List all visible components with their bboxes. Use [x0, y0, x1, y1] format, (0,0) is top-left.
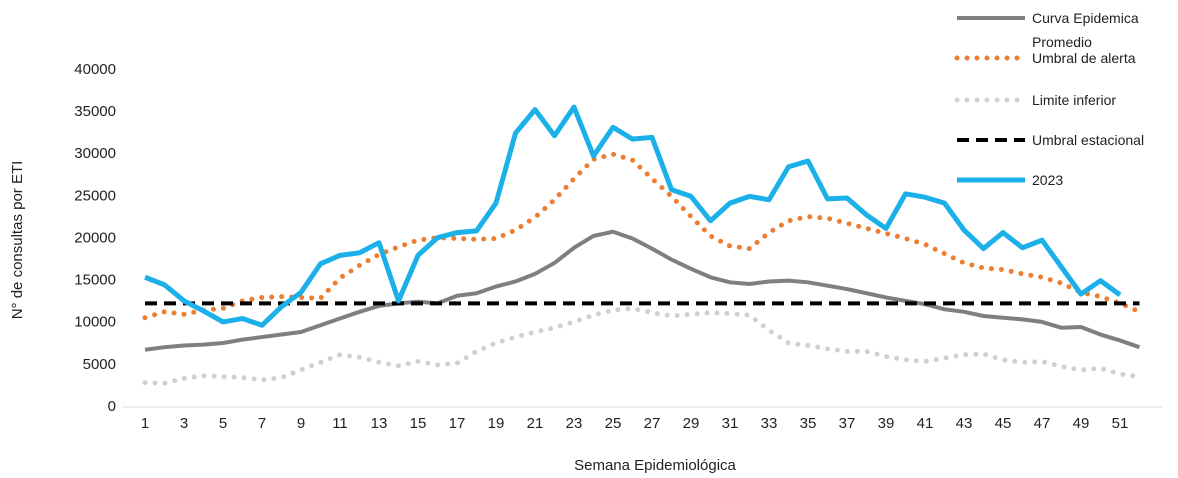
x-tick-label: 25	[605, 415, 622, 432]
x-tick-label: 19	[488, 415, 505, 432]
x-axis-label: Semana Epidemiológica	[574, 457, 736, 474]
x-tick-label: 3	[180, 415, 188, 432]
x-tick-label: 37	[839, 415, 856, 432]
x-tick-label: 45	[995, 415, 1012, 432]
x-tick-label: 39	[878, 415, 895, 432]
x-tick-label: 33	[761, 415, 778, 432]
x-tick-label: 31	[722, 415, 739, 432]
y-tick-label: 0	[108, 398, 116, 415]
x-tick-label: 15	[410, 415, 427, 432]
legend-label: Limite inferior	[1032, 92, 1117, 108]
x-tick-label: 51	[1112, 415, 1129, 432]
x-tick-label: 47	[1034, 415, 1051, 432]
legend-label: Umbral estacional	[1032, 132, 1145, 148]
series-line	[142, 305, 1142, 386]
x-tick-label: 17	[449, 415, 466, 432]
legend-label: Umbral de alerta	[1032, 50, 1136, 66]
x-tick-label: 1	[141, 415, 149, 432]
x-tick-label: 11	[332, 415, 348, 432]
series-line	[144, 229, 1141, 352]
y-axis-label: N° de consultas por ETI	[9, 161, 26, 320]
x-tick-label: 41	[917, 415, 934, 432]
y-tick-label: 5000	[83, 356, 116, 373]
x-tick-label: 23	[566, 415, 583, 432]
y-tick-label: 40000	[74, 61, 116, 78]
x-tick-label: 5	[219, 415, 227, 432]
x-tick-label: 35	[800, 415, 817, 432]
y-tick-label: 15000	[74, 272, 116, 289]
x-tick-label: 29	[683, 415, 700, 432]
x-tick-label: 7	[258, 415, 266, 432]
series-line	[142, 151, 1142, 321]
x-tick-label: 9	[297, 415, 305, 432]
legend-label: Curva Epidemica Promedio	[1032, 10, 1139, 50]
x-tick-label: 43	[956, 415, 973, 432]
x-tick-label: 21	[527, 415, 544, 432]
legend-label: 2023	[1032, 172, 1064, 188]
y-tick-label: 35000	[74, 103, 116, 120]
x-tick-label: 13	[371, 415, 388, 432]
y-tick-label: 20000	[74, 229, 116, 246]
x-tick-label: 49	[1073, 415, 1090, 432]
series-line	[144, 104, 1122, 328]
y-tick-label: 30000	[74, 145, 116, 162]
y-tick-label: 25000	[74, 187, 116, 204]
y-tick-label: 10000	[74, 314, 116, 331]
x-tick-label: 27	[644, 415, 661, 432]
